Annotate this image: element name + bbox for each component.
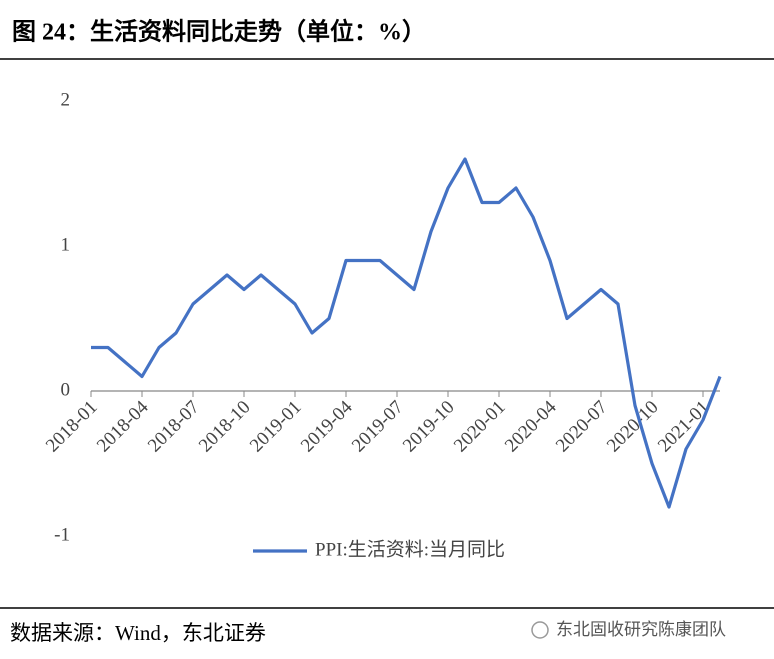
y-tick-label: 0 [61, 379, 71, 400]
x-tick-label: 2018-10 [195, 397, 255, 457]
x-tick-label: 2020-01 [450, 397, 510, 457]
watermark-icon [531, 621, 549, 639]
y-tick-label: 1 [61, 234, 71, 255]
x-tick-label: 2018-01 [42, 397, 102, 457]
y-tick-label: -1 [54, 524, 70, 545]
x-tick-label: 2019-07 [348, 397, 408, 457]
x-tick-label: 2020-07 [552, 397, 612, 457]
x-tick-label: 2018-07 [144, 397, 204, 457]
x-tick-label: 2019-10 [399, 397, 459, 457]
chart-title: 图 24：生活资料同比走势（单位：%） [12, 18, 426, 46]
x-tick-label: 2020-04 [501, 396, 561, 456]
watermark: 东北固收研究陈康团队 [556, 620, 726, 640]
y-tick-label: 2 [61, 89, 71, 110]
x-tick-label: 2020-10 [603, 397, 663, 457]
x-tick-label: 2019-04 [297, 396, 357, 456]
x-tick-label: 2019-01 [246, 397, 306, 457]
x-tick-label: 2018-04 [93, 396, 153, 456]
legend-label: PPI:生活资料:当月同比 [315, 538, 505, 560]
series-line [91, 157, 722, 509]
x-tick-label: 2021-01 [654, 397, 714, 457]
source-note: 数据来源：Wind，东北证券 [10, 621, 266, 645]
